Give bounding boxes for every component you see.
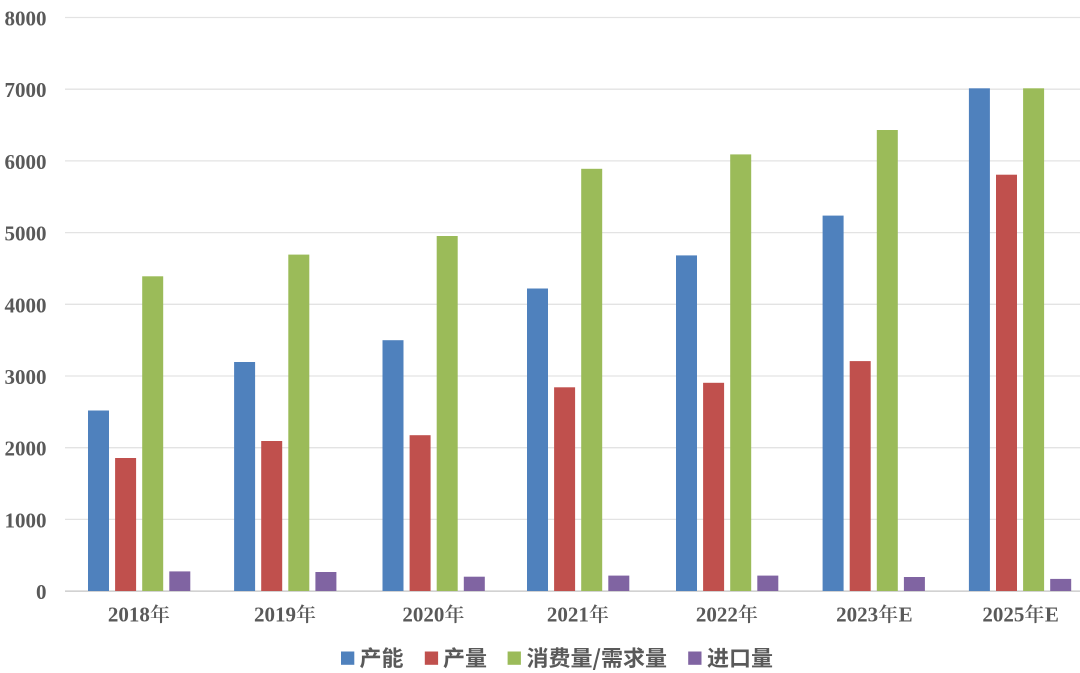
svg-text:E: E (1045, 603, 1059, 627)
svg-text:6000: 6000 (5, 150, 47, 174)
svg-text:E: E (899, 603, 913, 627)
svg-text:0: 0 (36, 580, 47, 604)
svg-text:2023: 2023 (836, 603, 878, 627)
svg-text:3000: 3000 (5, 365, 47, 389)
svg-text:2000: 2000 (5, 437, 47, 461)
svg-text:2018: 2018 (108, 603, 150, 627)
svg-text:8000: 8000 (5, 7, 47, 31)
svg-text:5000: 5000 (5, 222, 47, 246)
svg-text:1000: 1000 (5, 508, 47, 532)
svg-text:4000: 4000 (5, 293, 47, 317)
svg-text:2019: 2019 (254, 603, 296, 627)
svg-text:2022: 2022 (696, 603, 738, 627)
svg-text:7000: 7000 (5, 78, 47, 102)
svg-text:2025: 2025 (982, 603, 1024, 627)
svg-text:2021: 2021 (547, 603, 589, 627)
svg-text:2020: 2020 (402, 603, 444, 627)
